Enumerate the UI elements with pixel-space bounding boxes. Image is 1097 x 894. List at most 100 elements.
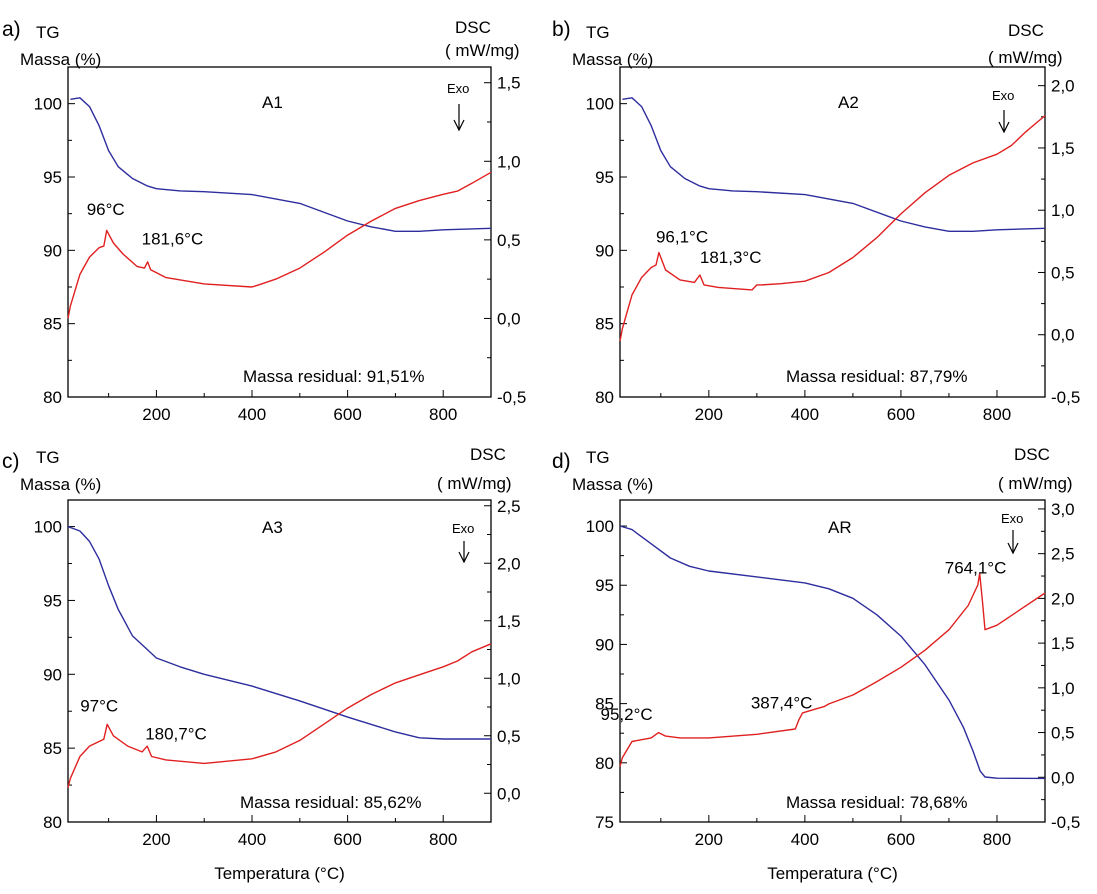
y-right-tick-label: 1,5 xyxy=(1051,634,1075,653)
x-tick-label: 400 xyxy=(791,405,819,424)
y-left-tick-label: 90 xyxy=(43,665,62,684)
y-left-tick-label: 100 xyxy=(34,95,62,114)
dsc-axis-unit: ( mW/mg) xyxy=(437,474,512,493)
sample-label: A3 xyxy=(262,518,283,537)
tg-axis-title: TG xyxy=(36,448,60,467)
dsc-axis-unit: ( mW/mg) xyxy=(998,474,1073,493)
x-tick-label: 200 xyxy=(142,830,170,849)
y-right-tick-label: 2,5 xyxy=(497,497,521,516)
y-left-tick-label: 95 xyxy=(595,168,614,187)
dsc-curve xyxy=(67,171,492,319)
y-right-tick-label: 1,0 xyxy=(1051,679,1075,698)
dsc-curve xyxy=(619,572,1046,767)
y-right-tick-label: 2,0 xyxy=(1051,77,1075,96)
y-right-tick-label: 0,5 xyxy=(497,231,521,250)
plot-frame xyxy=(619,499,1046,823)
peak-label: 96,1°C xyxy=(656,228,708,247)
tg-curve xyxy=(70,97,492,233)
exo-label: Exo xyxy=(452,521,474,536)
y-left-tick-label: 95 xyxy=(43,168,62,187)
dsc-curve xyxy=(67,643,492,788)
y-left-tick-label: 85 xyxy=(595,695,614,714)
y-right-tick-label: -0,5 xyxy=(1051,813,1080,832)
panel-a1: 200 400 600 800 80 85 90 95 100 -0,5 0,0 0,5 1,0 1,5 a… xyxy=(2,18,526,424)
y-right-tick-label: 0,0 xyxy=(497,309,521,328)
tg-axis-unit: Massa (%) xyxy=(572,50,653,69)
y-right-tick-label: 0,5 xyxy=(1051,263,1075,282)
y-left-tick-label: 100 xyxy=(34,518,62,537)
y-left-tick-label: 95 xyxy=(43,591,62,610)
peak-label: 97°C xyxy=(80,697,118,716)
exo-label: Exo xyxy=(1001,511,1023,526)
residual-mass-label: Massa residual: 91,51% xyxy=(243,367,424,386)
y-right-tick-label: 0,0 xyxy=(497,784,521,803)
y-left-tick-label: 90 xyxy=(595,635,614,654)
y-right-tick-label: 0,5 xyxy=(1051,724,1075,743)
y-right-tick-label: 0,0 xyxy=(1051,326,1075,345)
tg-axis-title: TG xyxy=(36,23,60,42)
y-right-tick-label: 1,0 xyxy=(497,152,521,171)
panel-label: c) xyxy=(2,450,20,473)
y-left-tick-label: 75 xyxy=(595,813,614,832)
x-axis-title: Temperatura (°C) xyxy=(214,864,345,883)
peak-label: 181,6°C xyxy=(142,230,204,249)
panel-ar: 200 400 600 800 75 80 85 90 95 100 -0,5 0,0 0,5 1,0 1,… xyxy=(552,445,1080,883)
dsc-axis-title: DSC xyxy=(1014,445,1050,464)
y-left-tick-label: 80 xyxy=(595,754,614,773)
y-left-tick-label: 85 xyxy=(595,315,614,334)
x-tick-label: 600 xyxy=(887,405,915,424)
sample-label: A2 xyxy=(838,93,859,112)
x-axis-title: Temperatura (°C) xyxy=(767,864,898,883)
tg-curve xyxy=(622,97,1046,233)
y-right-tick-label: 1,5 xyxy=(497,74,521,93)
tg-axis-unit: Massa (%) xyxy=(20,50,101,69)
y-left-tick-label: 90 xyxy=(43,241,62,260)
exo-arrow-head-icon xyxy=(453,119,465,132)
exo-arrow-head-icon xyxy=(458,551,470,564)
tg-axis-title: TG xyxy=(586,23,610,42)
tg-axis-unit: Massa (%) xyxy=(572,475,653,494)
y-left-tick-label: 85 xyxy=(43,739,62,758)
panel-label: d) xyxy=(552,450,571,473)
y-right-tick-label: 2,5 xyxy=(1051,545,1075,564)
dsc-axis-title: DSC xyxy=(470,445,506,464)
x-tick-label: 800 xyxy=(983,830,1011,849)
dsc-axis-unit: ( mW/mg) xyxy=(445,41,520,60)
y-right-tick-label: -0,5 xyxy=(1051,388,1080,407)
x-tick-label: 200 xyxy=(142,405,170,424)
peak-label: 181,3°C xyxy=(700,248,762,267)
y-right-tick-label: 2,0 xyxy=(1051,589,1075,608)
exo-arrow-head-icon xyxy=(998,121,1010,134)
x-tick-label: 600 xyxy=(333,405,361,424)
plot-frame xyxy=(619,66,1046,398)
peak-label: 180,7°C xyxy=(145,725,207,744)
y-left-tick-label: 80 xyxy=(595,388,614,407)
peak-label: 96°C xyxy=(87,200,125,219)
sample-label: A1 xyxy=(262,93,283,112)
y-right-tick-label: 1,5 xyxy=(1051,139,1075,158)
y-right-tick-label: 0,0 xyxy=(1051,768,1075,787)
tg-curve xyxy=(67,525,491,740)
residual-mass-label: Massa residual: 78,68% xyxy=(786,793,967,812)
y-right-tick-label: -0,5 xyxy=(497,388,526,407)
residual-mass-label: Massa residual: 87,79% xyxy=(786,367,967,386)
y-left-tick-label: 95 xyxy=(595,576,614,595)
y-right-tick-label: 0,5 xyxy=(497,727,521,746)
tg-axis-title: TG xyxy=(586,448,610,467)
x-tick-label: 600 xyxy=(887,830,915,849)
dsc-axis-title: DSC xyxy=(1008,21,1044,40)
y-left-tick-label: 85 xyxy=(43,315,62,334)
exo-arrow-head-icon xyxy=(1007,542,1019,555)
y-left-tick-label: 80 xyxy=(43,813,62,832)
y-left-tick-label: 90 xyxy=(595,241,614,260)
y-left-tick-label: 80 xyxy=(43,388,62,407)
tg-axis-unit: Massa (%) xyxy=(20,475,101,494)
x-tick-label: 400 xyxy=(791,830,819,849)
x-tick-label: 400 xyxy=(238,830,266,849)
y-right-tick-label: 2,0 xyxy=(497,554,521,573)
y-right-tick-label: 1,0 xyxy=(497,669,521,688)
x-tick-label: 200 xyxy=(695,405,723,424)
x-tick-label: 800 xyxy=(429,830,457,849)
